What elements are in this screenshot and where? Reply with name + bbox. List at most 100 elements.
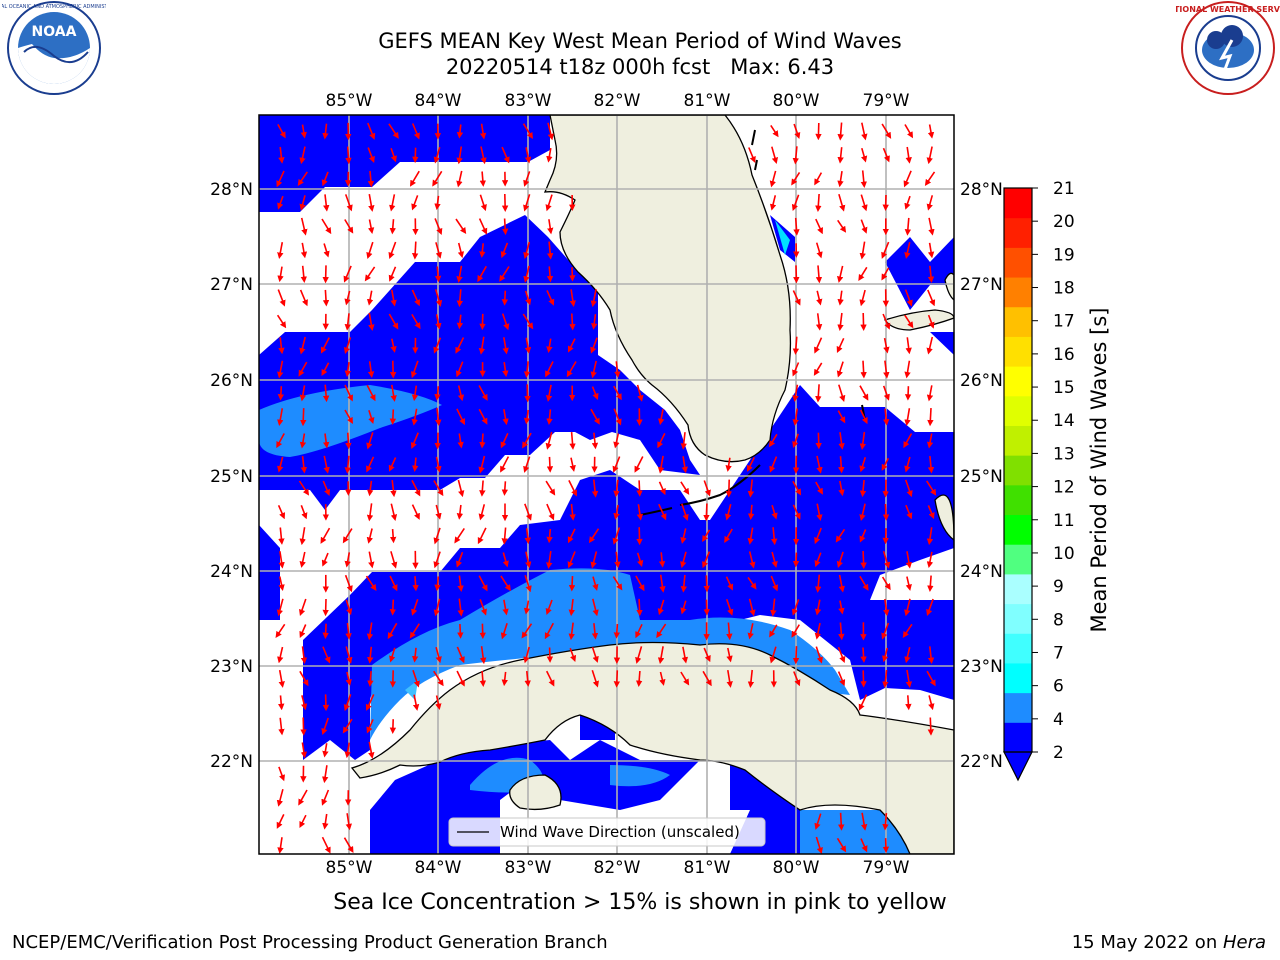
wave-direction-arrow	[572, 576, 573, 588]
colorbar-tick-label: 21	[1053, 179, 1075, 199]
wave-direction-arrow	[796, 553, 797, 565]
wave-direction-arrow	[460, 624, 461, 636]
colorbar-cell	[1004, 307, 1032, 337]
lat-labels-right: 28°N 27°N 26°N 25°N 24°N 23°N 22°N	[960, 180, 1003, 772]
colorbar-cell	[1004, 396, 1032, 426]
lon-label: 83°W	[505, 858, 552, 878]
wave-direction-arrow	[326, 624, 327, 636]
colorbar-cell	[1004, 663, 1032, 693]
colorbar-tick-label: 9	[1053, 577, 1064, 597]
wave-direction-arrow	[818, 194, 819, 209]
wave-direction-arrow	[549, 266, 550, 279]
wave-direction-arrow	[863, 361, 864, 376]
lon-label: 82°W	[594, 91, 641, 111]
footer-host: Hera	[1223, 932, 1266, 953]
lat-label: 22°N	[960, 752, 1003, 772]
lon-label: 81°W	[684, 858, 731, 878]
wave-direction-arrow	[370, 671, 371, 684]
footer-date: 15 May 2022 on Hera	[1072, 932, 1266, 953]
lon-label: 83°W	[505, 91, 552, 111]
wave-direction-arrow	[505, 481, 506, 492]
lon-label: 85°W	[326, 91, 373, 111]
colorbar-tick-label: 17	[1053, 312, 1075, 332]
lon-label: 80°W	[773, 858, 820, 878]
wave-direction-arrow	[841, 456, 842, 470]
colorbar-cell	[1004, 485, 1032, 515]
lat-labels-left: 28°N 27°N 26°N 25°N 24°N 23°N 22°N	[210, 180, 253, 772]
colorbar-tick-label: 16	[1053, 345, 1075, 365]
wave-direction-arrow	[751, 505, 752, 517]
map-plot: 85°W 84°W 83°W 82°W 81°W 80°W 79°W 85°W …	[0, 0, 1280, 960]
wave-direction-arrow	[348, 433, 349, 446]
footer-date-text: 15 May 2022 on	[1072, 932, 1223, 953]
lat-label: 27°N	[960, 275, 1003, 295]
wave-direction-arrow	[482, 172, 483, 184]
wave-direction-arrow	[325, 290, 326, 303]
lat-label: 23°N	[210, 657, 253, 677]
colorbar-tick-label: 7	[1053, 643, 1064, 663]
colorbar-cell	[1004, 425, 1032, 455]
wave-direction-arrow	[706, 504, 707, 519]
lon-label: 79°W	[863, 91, 910, 111]
lon-label: 79°W	[863, 858, 910, 878]
lon-label: 84°W	[415, 858, 462, 878]
wave-direction-arrow	[639, 671, 640, 684]
lon-labels-top: 85°W 84°W 83°W 82°W 81°W 80°W 79°W	[326, 91, 910, 111]
lat-label: 25°N	[210, 467, 253, 487]
wave-direction-arrow	[482, 671, 483, 684]
wave-direction-arrow	[393, 600, 394, 613]
colorbar-cell	[1004, 455, 1032, 485]
colorbar-tick-label: 13	[1053, 444, 1075, 464]
footer-credit: NCEP/EMC/Verification Post Processing Pr…	[12, 932, 608, 953]
lon-labels-bottom: 85°W 84°W 83°W 82°W 81°W 80°W 79°W	[326, 858, 910, 878]
wave-direction-arrow	[348, 147, 349, 161]
colorbar-tick-label: 8	[1053, 610, 1064, 630]
wave-direction-arrow	[617, 670, 618, 684]
wave-direction-arrow	[393, 219, 394, 231]
wave-direction-arrow	[706, 575, 707, 589]
colorbar-cell	[1004, 218, 1032, 248]
colorbar-tick-label: 14	[1053, 411, 1075, 431]
wave-direction-arrow	[505, 219, 506, 232]
colorbar-cell	[1004, 722, 1032, 752]
colorbar: 246789101112131415161718192021 Mean Peri…	[1004, 179, 1111, 780]
lat-label: 26°N	[210, 371, 253, 391]
colorbar-cell	[1004, 188, 1032, 218]
colorbar-extend-arrow	[1004, 752, 1032, 780]
lat-label: 22°N	[210, 752, 253, 772]
wave-direction-arrow	[930, 408, 931, 423]
wave-direction-arrow	[841, 813, 842, 828]
wave-direction-arrow	[482, 481, 483, 494]
lat-label: 24°N	[210, 562, 253, 582]
wave-direction-arrow	[415, 576, 416, 588]
wave-direction-arrow	[303, 408, 304, 423]
wave-direction-arrow	[393, 409, 394, 421]
colorbar-label: Mean Period of Wind Waves [s]	[1087, 308, 1111, 633]
colorbar-cell	[1004, 604, 1032, 634]
lon-label: 84°W	[415, 91, 462, 111]
wave-direction-arrow	[818, 384, 819, 399]
wave-direction-arrow	[415, 458, 416, 469]
wave-direction-arrow	[281, 386, 282, 397]
map-legend: Wind Wave Direction (unscaled)	[449, 818, 765, 846]
wave-direction-arrow	[908, 695, 909, 707]
lat-label: 28°N	[960, 180, 1003, 200]
wave-direction-arrow	[796, 218, 797, 233]
sea-ice-note: Sea Ice Concentration > 15% is shown in …	[0, 890, 1280, 915]
lat-label: 25°N	[960, 467, 1003, 487]
wave-direction-arrow	[863, 551, 864, 566]
wave-direction-arrow	[550, 457, 551, 470]
colorbar-tick-label: 6	[1053, 677, 1064, 697]
lat-label: 28°N	[210, 180, 253, 200]
wave-direction-arrow	[281, 695, 282, 707]
colorbar-cell	[1004, 574, 1032, 604]
wave-direction-arrow	[549, 529, 550, 540]
colorbar-cell	[1004, 693, 1032, 723]
colorbar-tick-label: 20	[1053, 212, 1075, 232]
colorbar-tick-label: 11	[1053, 511, 1075, 531]
wave-direction-arrow	[796, 646, 797, 661]
wave-direction-arrow	[572, 314, 573, 328]
colorbar-tick-label: 19	[1053, 245, 1075, 265]
legend-label: Wind Wave Direction (unscaled)	[500, 823, 740, 841]
colorbar-tick-label: 2	[1053, 743, 1064, 763]
